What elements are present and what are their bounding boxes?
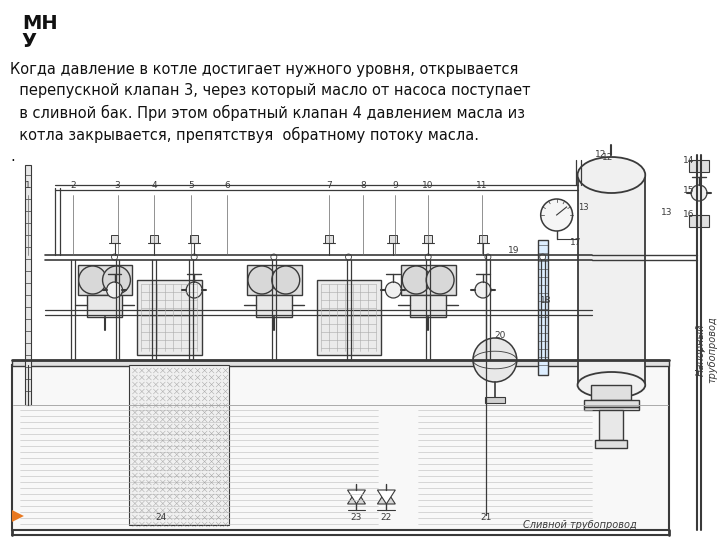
Bar [130,365,229,525]
Bar [410,295,446,317]
Text: 19: 19 [508,246,519,255]
Bar [689,215,709,227]
Polygon shape [12,510,24,522]
Text: 9: 9 [392,181,398,190]
Circle shape [107,282,122,298]
Bar [577,175,645,385]
Bar [592,385,631,400]
Bar [247,265,302,295]
Circle shape [385,282,401,298]
Text: 7: 7 [325,181,331,190]
Text: 1: 1 [25,181,31,190]
Text: Напорный
трубопровод: Напорный трубопровод [696,316,718,383]
Bar [583,400,639,407]
Bar [190,235,198,243]
Text: 8: 8 [361,181,366,190]
Bar [317,280,382,355]
Text: 23: 23 [351,513,362,522]
Bar [138,280,202,355]
Bar [424,235,432,243]
Bar [325,235,333,243]
Polygon shape [348,490,366,504]
Bar [111,235,119,243]
Circle shape [485,254,491,260]
Circle shape [473,338,517,382]
Text: Когда давление в котле достигает нужного уровня, открывается
  перепускной клапа: Когда давление в котле достигает нужного… [10,62,531,165]
Circle shape [112,254,117,260]
Text: 21: 21 [480,513,492,522]
Text: 24: 24 [156,513,167,522]
Bar [12,360,669,366]
Circle shape [346,254,351,260]
Circle shape [540,254,546,260]
Bar [595,440,627,448]
Text: 4: 4 [151,181,157,190]
Bar [12,365,669,530]
Bar [25,165,31,405]
Circle shape [102,266,130,294]
Text: 13: 13 [661,208,672,217]
Text: 22: 22 [381,513,392,522]
Text: 12: 12 [602,153,613,162]
Text: 17: 17 [570,238,581,247]
Bar [485,397,505,403]
Circle shape [271,254,276,260]
Circle shape [691,185,707,201]
Text: 14: 14 [683,156,695,165]
Text: 2: 2 [70,181,76,190]
Text: 3: 3 [114,181,120,190]
Text: 13: 13 [579,202,589,212]
Circle shape [426,254,431,260]
Bar [390,235,397,243]
Circle shape [192,254,197,260]
Bar [256,295,292,317]
Text: 20: 20 [494,331,505,340]
Circle shape [475,282,491,298]
Bar [86,295,122,317]
Circle shape [272,266,300,294]
Text: 12: 12 [595,150,606,159]
Circle shape [402,266,430,294]
Text: 10: 10 [423,181,434,190]
Bar [538,240,548,375]
Text: Сливной трубопровод: Сливной трубопровод [523,520,636,530]
Circle shape [78,266,107,294]
Bar [150,235,158,243]
Circle shape [248,266,276,294]
Text: 16: 16 [683,210,695,219]
Bar [689,160,709,172]
Polygon shape [377,490,395,504]
Text: 5: 5 [189,181,194,190]
Text: 11: 11 [476,181,487,190]
Text: 18: 18 [540,296,552,305]
Circle shape [426,266,454,294]
Text: 15: 15 [683,186,695,195]
Ellipse shape [577,372,645,398]
Bar [479,235,487,243]
Circle shape [541,199,572,231]
Text: 6: 6 [224,181,230,190]
Polygon shape [377,490,395,504]
Circle shape [186,282,202,298]
Polygon shape [348,490,366,504]
Text: МН
У: МН У [22,14,58,51]
Bar [600,410,624,440]
Ellipse shape [577,157,645,193]
Bar [583,407,639,410]
Bar [78,265,132,295]
Bar [401,265,456,295]
